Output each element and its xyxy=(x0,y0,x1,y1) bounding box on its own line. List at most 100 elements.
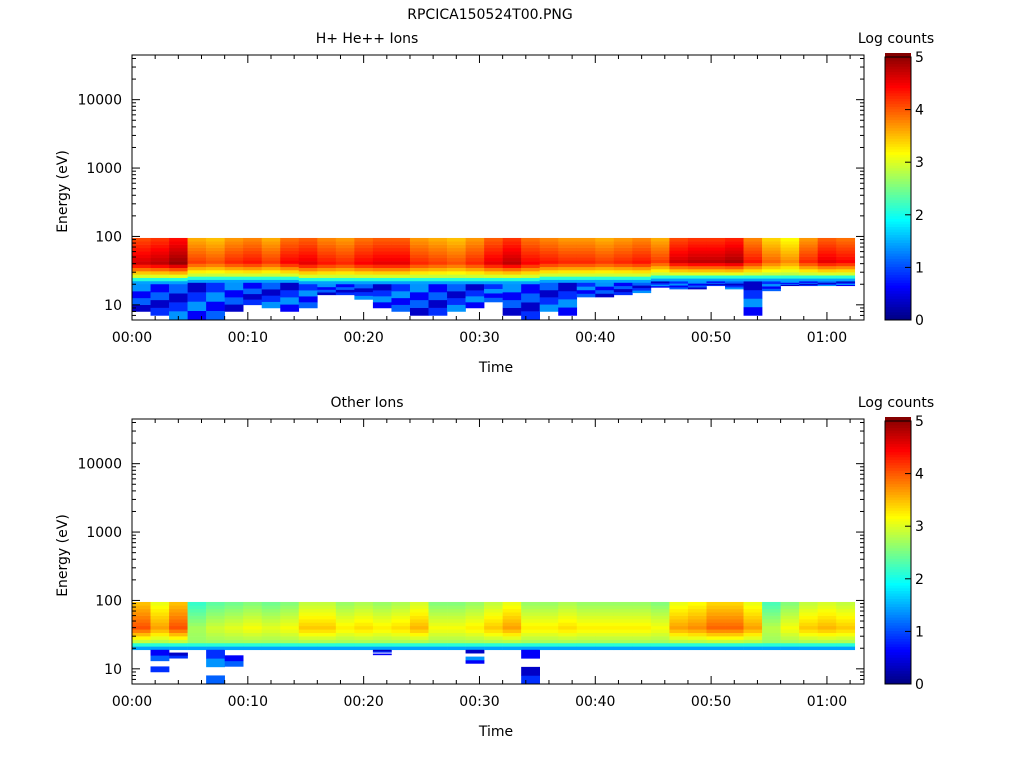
spectrogram-cell xyxy=(391,274,411,278)
spectrogram-cell xyxy=(224,241,244,245)
colorbar-segment xyxy=(885,555,911,559)
spectrogram-cell xyxy=(502,629,522,633)
spectrogram-cell xyxy=(502,608,522,613)
spectrogram-cell xyxy=(706,265,726,270)
spectrogram-cell xyxy=(335,251,355,255)
spectrogram-cell xyxy=(428,261,448,265)
spectrogram-cell xyxy=(539,260,559,264)
spectrogram-cell xyxy=(224,263,244,268)
spectrogram-cell xyxy=(372,237,392,242)
spectrogram-cell xyxy=(372,244,392,249)
spectrogram-cell xyxy=(762,237,781,242)
spectrogram-cell xyxy=(132,274,151,278)
spectrogram-cell xyxy=(447,608,466,613)
spectrogram-cell xyxy=(206,253,225,258)
low-count-cell xyxy=(409,299,429,308)
colorbar-segment xyxy=(885,167,911,171)
spectrogram-cell xyxy=(595,244,615,248)
spectrogram-cell xyxy=(465,257,485,262)
spectrogram-cell xyxy=(576,250,596,255)
spectrogram-cell xyxy=(206,642,225,647)
low-count-cell xyxy=(391,297,411,305)
spectrogram-cell xyxy=(799,237,818,242)
low-count-cell xyxy=(595,293,615,298)
spectrogram-cell xyxy=(558,257,578,261)
colorbar-segment xyxy=(885,207,911,211)
low-count-cell xyxy=(372,651,392,653)
spectrogram-cell xyxy=(613,273,633,277)
colorbar-segment xyxy=(885,250,911,254)
spectrogram-cell xyxy=(725,639,744,644)
spectrogram-cell xyxy=(632,237,652,242)
spectrogram-cell xyxy=(409,244,429,249)
spectrogram-cell xyxy=(521,237,540,242)
spectrogram-cell xyxy=(558,608,578,613)
spectrogram-cell xyxy=(762,244,781,248)
spectrogram-cell xyxy=(261,612,281,616)
spectrogram-cell xyxy=(521,636,540,640)
low-count-cell xyxy=(298,302,318,309)
spectrogram-cell xyxy=(669,272,689,276)
spectrogram-cell xyxy=(669,619,689,623)
spectrogram-cell xyxy=(743,268,763,273)
spectrogram-cell xyxy=(502,261,522,265)
spectrogram-cell xyxy=(187,269,207,274)
spectrogram-cell xyxy=(298,254,318,259)
spectrogram-cell xyxy=(169,257,188,262)
spectrogram-cell xyxy=(521,244,540,249)
spectrogram-cell xyxy=(502,241,522,245)
spectrogram-cell xyxy=(558,619,578,623)
spectrogram-cell xyxy=(206,241,225,245)
spectrogram-cell xyxy=(650,608,670,613)
spectrogram-cell xyxy=(836,608,856,613)
spectrogram-cell xyxy=(409,625,429,630)
spectrogram-cell xyxy=(169,646,188,651)
spectrogram-cell xyxy=(280,260,300,264)
spectrogram-cell xyxy=(687,259,707,264)
spectrogram-cell xyxy=(391,277,411,282)
spectrogram-cell xyxy=(484,601,503,606)
y-axis-label: Energy (eV) xyxy=(55,514,71,597)
spectrogram-cell xyxy=(428,636,448,640)
spectrogram-cell xyxy=(539,279,559,284)
spectrogram-cell xyxy=(372,622,392,627)
colorbar-segment xyxy=(885,630,911,634)
spectrogram-cell xyxy=(169,264,188,269)
colorbar-segment xyxy=(885,58,911,62)
spectrogram-cell xyxy=(687,639,707,644)
low-count-cell xyxy=(335,292,355,296)
colorbar-segment xyxy=(885,122,911,126)
spectrogram-cell xyxy=(484,605,503,610)
spectrogram-cell xyxy=(502,264,522,269)
spectrogram-cell xyxy=(206,269,225,274)
spectrogram-cell xyxy=(817,619,837,623)
spectrogram-cell xyxy=(298,280,318,285)
spectrogram-cell xyxy=(354,271,374,275)
spectrogram-cell xyxy=(280,646,300,651)
spectrogram-cell xyxy=(632,612,652,616)
colorbar-segment xyxy=(885,295,911,300)
spectrogram-cell xyxy=(576,615,596,620)
colorbar-segment xyxy=(885,298,911,302)
spectrogram-cell xyxy=(317,625,337,630)
spectrogram-cell xyxy=(465,267,485,272)
spectrogram-cell xyxy=(743,278,763,282)
spectrogram-cell xyxy=(539,601,559,606)
spectrogram-cell xyxy=(650,639,670,644)
spectrogram-cell xyxy=(539,263,559,268)
spectrogram-cell xyxy=(354,274,374,278)
spectrogram-cell xyxy=(447,612,466,616)
spectrogram-cell xyxy=(261,629,281,633)
spectrogram-cell xyxy=(298,632,318,637)
colorbar-segment xyxy=(885,226,911,230)
spectrogram-cell xyxy=(539,241,559,245)
low-count-cell xyxy=(224,289,244,298)
spectrogram-cell xyxy=(725,250,744,254)
spectrogram-cell xyxy=(521,612,540,616)
spectrogram-cell xyxy=(799,247,818,251)
colorbar-segment xyxy=(885,266,911,270)
colorbar-segment xyxy=(885,119,911,123)
spectrogram-cell xyxy=(187,608,207,613)
spectrogram-cell xyxy=(409,646,429,651)
spectrogram-cell xyxy=(817,250,837,254)
